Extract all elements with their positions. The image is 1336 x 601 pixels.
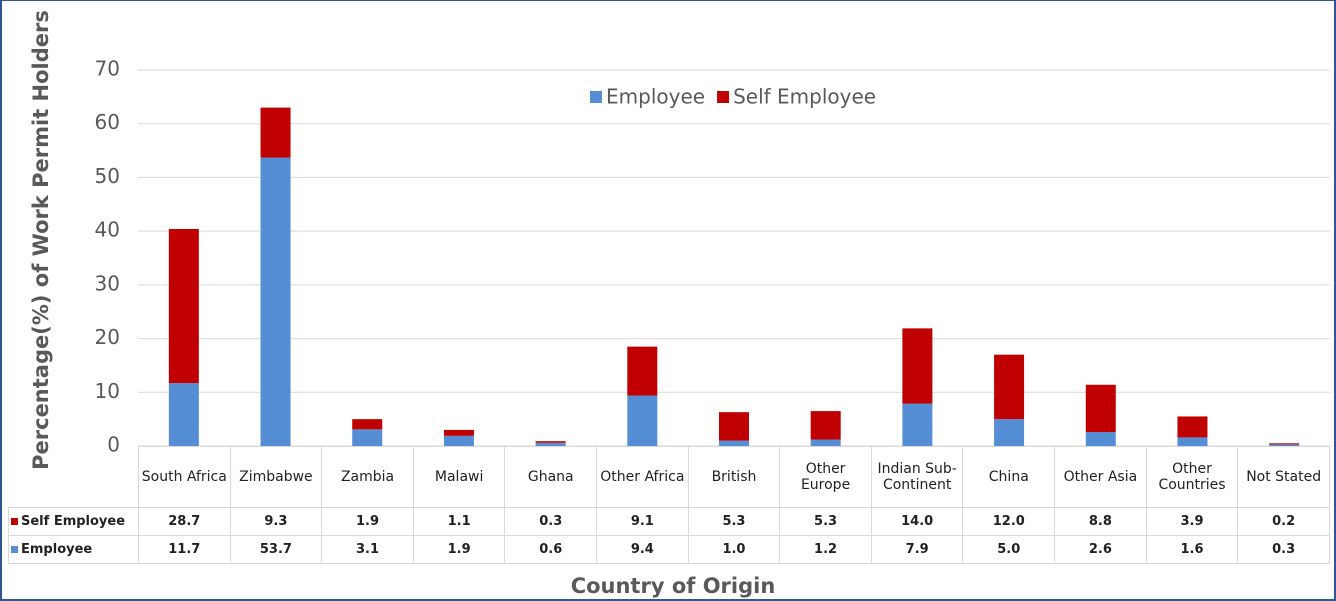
- data-label: 3.9: [1145, 507, 1239, 536]
- header-row: South Africa Zimbabwe Zambia Malawi Ghana Oth…: [8, 446, 1330, 508]
- data-label: 1.9: [321, 507, 414, 536]
- row-label: Employee: [8, 535, 139, 564]
- corner: [8, 446, 139, 508]
- data-label: 9.3: [229, 507, 323, 536]
- data-label: 5.3: [779, 507, 872, 536]
- bar: [260, 107, 291, 158]
- x-tick-label: Zimbabwe: [229, 446, 323, 508]
- bar: [535, 441, 566, 443]
- bar: [810, 439, 841, 446]
- x-tick-label: Other Asia: [1054, 446, 1147, 508]
- x-tick-label: Not Stated: [1237, 446, 1330, 508]
- data-table: South Africa Zimbabwe Zambia Malawi Ghana Oth…: [8, 446, 1330, 564]
- data-label: 7.9: [870, 535, 964, 564]
- data-label: 28.7: [138, 507, 231, 536]
- x-tick-label: China: [962, 446, 1056, 508]
- bar: [1269, 443, 1300, 445]
- series-row: Employee 11.7 53.7 3.1 1.9 0.6 9.4 1.0 1.2 7.9 5.0…: [8, 535, 1330, 564]
- data-label: 9.1: [596, 507, 689, 536]
- y-tick-label: 40: [95, 218, 120, 242]
- x-tick-label: British: [687, 446, 781, 508]
- bar: [810, 411, 841, 440]
- bar: [902, 328, 933, 404]
- row-label: Self Employee: [8, 507, 139, 536]
- bar: [994, 354, 1025, 420]
- data-label: 0.2: [1237, 507, 1330, 536]
- legend-key: [717, 91, 730, 103]
- y-tick-label: 30: [95, 271, 120, 295]
- data-label: 5.3: [687, 507, 781, 536]
- legend-label: Employee: [21, 542, 93, 557]
- bar: [1177, 416, 1208, 438]
- bar: [1177, 437, 1208, 446]
- x-tick-label: Malawi: [412, 446, 506, 508]
- x-axis-title: Country of Origin: [571, 574, 776, 598]
- y-tick-label: 70: [95, 57, 120, 81]
- bar: [535, 442, 566, 446]
- bar: [1269, 444, 1300, 446]
- legend-key: [11, 518, 18, 525]
- bar: [443, 429, 474, 436]
- legend-label: Employee: [606, 85, 705, 109]
- data-label: 8.8: [1054, 507, 1147, 536]
- bar: [260, 157, 291, 446]
- data-label: 0.3: [1237, 535, 1330, 564]
- bar: [168, 383, 199, 446]
- data-label: 1.2: [779, 535, 872, 564]
- bar: [352, 429, 383, 446]
- y-tick-label: 20: [95, 325, 120, 349]
- bar: [627, 395, 658, 446]
- x-tick-label: Zambia: [321, 446, 414, 508]
- data-label: 1.6: [1145, 535, 1239, 564]
- data-label: 1.9: [412, 535, 506, 564]
- x-tick-label: Ghana: [504, 446, 598, 508]
- data-label: 11.7: [138, 535, 231, 564]
- data-label: 14.0: [870, 507, 964, 536]
- y-tick-label: 50: [95, 164, 120, 188]
- y-tick-label: 60: [95, 110, 120, 134]
- x-tick-label: Other Europe: [779, 446, 872, 508]
- bar: [902, 403, 933, 446]
- data-label: 5.0: [962, 535, 1056, 564]
- data-label: 9.4: [596, 535, 689, 564]
- bar: [719, 440, 749, 446]
- bar: [1085, 432, 1116, 446]
- legend-label: Self Employee: [21, 514, 126, 529]
- data-label: 1.1: [412, 507, 506, 536]
- bar: [994, 419, 1025, 446]
- legend-label: Self Employee: [733, 85, 876, 109]
- bar: [352, 419, 383, 430]
- x-tick-label: South Africa: [138, 446, 231, 508]
- series-row: Self Employee 28.7 9.3 1.9 1.1 0.3 9.1 5.3 5.3 14…: [8, 507, 1330, 536]
- bar: [1085, 384, 1116, 433]
- x-tick-label: Indian Sub-Continent: [870, 446, 964, 508]
- legend-key: [590, 91, 602, 103]
- data-label: 53.7: [229, 535, 323, 564]
- data-label: 3.1: [321, 535, 414, 564]
- data-label: 0.6: [504, 535, 598, 564]
- y-axis-title: Percentage(%) of Work Permit Holders: [29, 10, 53, 470]
- legend-key: [11, 546, 18, 553]
- data-label: 12.0: [962, 507, 1056, 536]
- data-label: 2.6: [1054, 535, 1147, 564]
- bar: [168, 228, 199, 384]
- x-tick-label: Other Africa: [596, 446, 689, 508]
- data-label: 0.3: [504, 507, 598, 536]
- x-tick-label: Other Countries: [1145, 446, 1239, 508]
- y-tick-label: 10: [95, 379, 120, 403]
- bar: [443, 435, 474, 446]
- data-label: 1.0: [687, 535, 781, 564]
- bar: [627, 346, 658, 396]
- bar: [719, 412, 749, 441]
